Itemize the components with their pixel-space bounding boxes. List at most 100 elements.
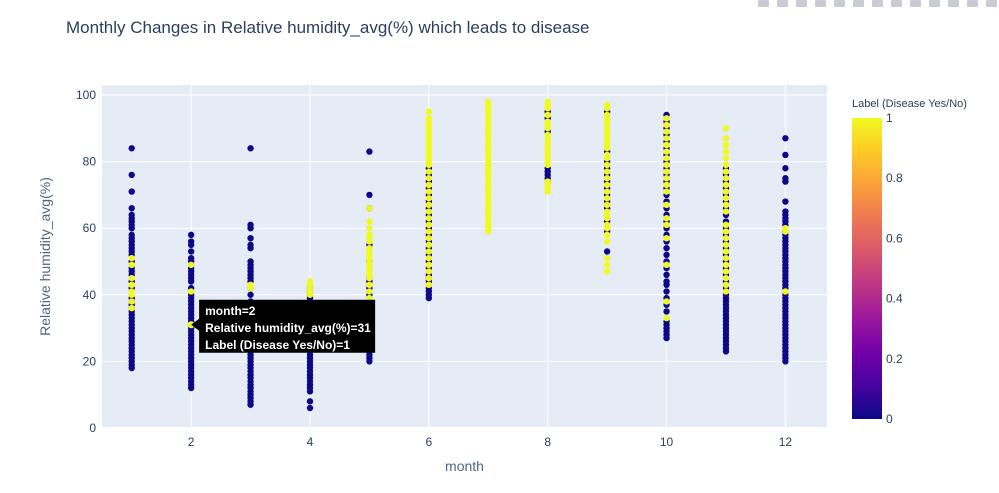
- data-point[interactable]: [782, 224, 789, 232]
- data-point[interactable]: [663, 221, 670, 229]
- data-point[interactable]: [722, 141, 730, 149]
- data-point[interactable]: [247, 258, 254, 265]
- data-point[interactable]: [247, 241, 254, 249]
- data-point[interactable]: [187, 288, 195, 295]
- data-point[interactable]: [663, 121, 670, 129]
- zoom-in-icon[interactable]: [853, 0, 864, 7]
- data-point[interactable]: [663, 261, 670, 269]
- data-point[interactable]: [603, 201, 611, 209]
- zoom-icon[interactable]: [777, 0, 788, 7]
- data-point[interactable]: [366, 244, 373, 252]
- data-point[interactable]: [663, 244, 670, 252]
- data-point[interactable]: [663, 128, 670, 135]
- data-point[interactable]: [603, 188, 611, 195]
- data-point[interactable]: [425, 215, 433, 222]
- data-point[interactable]: [722, 168, 730, 175]
- data-point[interactable]: [663, 181, 670, 189]
- data-point[interactable]: [782, 165, 789, 172]
- data-point[interactable]: [782, 288, 789, 295]
- data-point[interactable]: [128, 254, 135, 262]
- data-point[interactable]: [782, 151, 789, 159]
- data-point[interactable]: [425, 228, 433, 235]
- data-point[interactable]: [603, 248, 611, 255]
- data-point[interactable]: [187, 238, 195, 245]
- data-point[interactable]: [366, 224, 373, 232]
- data-point[interactable]: [782, 135, 789, 142]
- data-point[interactable]: [128, 231, 135, 239]
- data-point[interactable]: [425, 181, 433, 189]
- data-point[interactable]: [663, 308, 670, 315]
- data-point[interactable]: [187, 254, 195, 262]
- data-point[interactable]: [366, 205, 373, 212]
- data-point[interactable]: [603, 238, 611, 245]
- data-point[interactable]: [128, 288, 135, 295]
- data-point[interactable]: [603, 221, 611, 229]
- data-point[interactable]: [187, 261, 195, 269]
- data-point[interactable]: [425, 195, 433, 202]
- data-point[interactable]: [603, 168, 611, 175]
- data-point[interactable]: [128, 298, 135, 305]
- data-point[interactable]: [603, 208, 611, 215]
- data-point[interactable]: [366, 281, 373, 289]
- data-point[interactable]: [722, 274, 730, 282]
- data-point[interactable]: [544, 111, 551, 119]
- data-point[interactable]: [663, 278, 670, 285]
- data-point[interactable]: [663, 314, 670, 322]
- data-point[interactable]: [722, 261, 730, 269]
- data-point[interactable]: [128, 304, 135, 312]
- data-point[interactable]: [722, 268, 730, 275]
- data-point[interactable]: [425, 108, 433, 115]
- data-point[interactable]: [128, 171, 135, 179]
- data-point[interactable]: [306, 404, 314, 412]
- data-point[interactable]: [128, 211, 135, 219]
- data-point[interactable]: [425, 274, 433, 282]
- data-point[interactable]: [544, 131, 551, 139]
- data-point[interactable]: [247, 221, 254, 229]
- data-point[interactable]: [247, 234, 254, 242]
- data-point[interactable]: [722, 201, 730, 209]
- data-point[interactable]: [663, 175, 670, 182]
- data-point[interactable]: [722, 248, 730, 255]
- data-point[interactable]: [128, 261, 135, 269]
- data-point[interactable]: [425, 168, 433, 175]
- data-point[interactable]: [603, 101, 611, 109]
- modebar-toolbar[interactable]: [758, 0, 997, 8]
- data-point[interactable]: [247, 291, 254, 298]
- data-point[interactable]: [663, 155, 670, 162]
- data-point[interactable]: [425, 234, 433, 242]
- data-point[interactable]: [366, 218, 373, 225]
- data-point[interactable]: [782, 208, 789, 215]
- data-point[interactable]: [366, 148, 373, 155]
- data-point[interactable]: [425, 201, 433, 209]
- data-point[interactable]: [722, 208, 730, 215]
- data-point[interactable]: [603, 254, 611, 262]
- data-point[interactable]: [425, 254, 433, 262]
- data-point[interactable]: [722, 254, 730, 262]
- zoom-out-icon[interactable]: [872, 0, 883, 7]
- data-point[interactable]: [425, 261, 433, 269]
- data-point[interactable]: [544, 98, 551, 105]
- box-select-icon[interactable]: [815, 0, 826, 7]
- data-point[interactable]: [722, 188, 730, 195]
- data-point[interactable]: [366, 294, 373, 302]
- data-point[interactable]: [663, 161, 670, 169]
- pan-icon[interactable]: [796, 0, 807, 7]
- camera-icon[interactable]: [758, 0, 769, 7]
- data-point[interactable]: [425, 188, 433, 195]
- spike-lines-icon[interactable]: [929, 0, 940, 7]
- data-point[interactable]: [425, 208, 433, 215]
- plot-area[interactable]: [102, 85, 827, 428]
- data-point[interactable]: [128, 274, 135, 282]
- data-point[interactable]: [128, 188, 135, 195]
- data-point[interactable]: [187, 231, 195, 239]
- data-point[interactable]: [663, 141, 670, 149]
- reset-axes-icon[interactable]: [910, 0, 921, 7]
- data-point[interactable]: [425, 268, 433, 275]
- data-point[interactable]: [663, 288, 670, 295]
- data-point[interactable]: [366, 191, 373, 199]
- data-point[interactable]: [603, 111, 611, 119]
- data-point[interactable]: [722, 148, 730, 155]
- data-point[interactable]: [306, 398, 314, 405]
- data-point[interactable]: [722, 125, 730, 132]
